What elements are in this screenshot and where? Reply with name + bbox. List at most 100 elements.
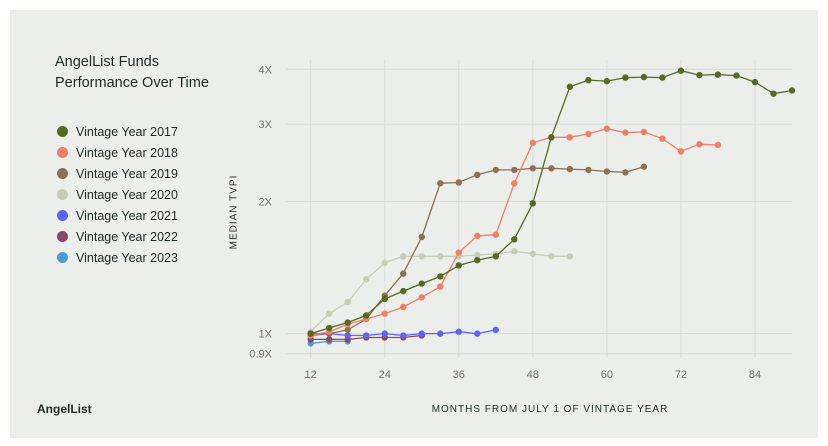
vintage-year-2020-point [511,248,518,255]
legend-label: Vintage Year 2020 [76,187,178,202]
legend: Vintage Year 2017 Vintage Year 2018 Vintag… [57,121,178,268]
vintage-year-2022-point [325,336,333,343]
vintage-year-2019-point [511,166,518,174]
legend-swatch [57,168,68,179]
vintage-year-2018-point [455,249,462,256]
brand-logo-text: AngelList [37,402,92,416]
vintage-year-2018-point [714,141,722,149]
vintage-year-2021-point [474,330,481,337]
vintage-year-2017-point [492,253,500,260]
vintage-year-2020-point [344,298,351,306]
y-tick-label: 2X [259,196,273,208]
x-tick-label: 36 [453,369,465,381]
vintage-year-2018-point [603,125,611,132]
legend-item: Vintage Year 2022 [57,226,178,247]
vintage-year-2017-point [603,77,611,85]
vintage-year-2017-point [381,295,388,303]
chart-card [10,10,818,438]
vintage-year-2020-line [310,250,570,333]
vintage-year-2018-point [381,310,388,317]
vintage-year-2018-point [511,180,518,187]
legend-item: Vintage Year 2021 [57,205,178,226]
vintage-year-2019-point [566,165,574,173]
vintage-year-2017-point [770,90,777,97]
vintage-year-2018-point [566,134,574,141]
vintage-year-2019-point [492,166,500,174]
vintage-year-2017-point [455,262,462,269]
x-tick-label: 48 [527,369,539,381]
vintage-year-2017-point [325,324,333,332]
y-tick-label: 1X [259,329,273,341]
x-tick-label: 24 [379,369,391,381]
vintage-year-2017-point [696,71,703,79]
vintage-year-2017-point [751,78,759,86]
vintage-year-2017-point [788,87,796,94]
vintage-year-2017-point [511,236,518,243]
vintage-year-2021-point [400,332,407,339]
vintage-year-2019-point [529,165,537,172]
vintage-year-2019-line [310,166,645,335]
vintage-year-2018-point [659,135,666,142]
legend-swatch [57,210,68,221]
vintage-year-2017-point [640,73,648,81]
vintage-year-2017-point [344,319,351,326]
y-tick-label: 0.9X [249,349,272,361]
vintage-year-2021-point [455,328,462,335]
vintage-year-2020-point [363,276,370,283]
vintage-year-2018-point [418,294,425,301]
vintage-year-2018-point [437,283,444,290]
x-tick-label: 12 [305,369,317,381]
x-tick-label: 60 [601,369,613,381]
legend-swatch [57,189,68,200]
vintage-year-2017-point [548,134,555,141]
vintage-year-2019-point [437,180,444,187]
vintage-year-2017-point [437,273,444,280]
vintage-year-2017-point [659,74,666,81]
legend-label: Vintage Year 2021 [76,208,178,223]
legend-item: Vintage Year 2019 [57,163,178,184]
vintage-year-2021-point [437,330,444,337]
x-axis-label: MONTHS FROM JULY 1 OF VINTAGE YEAR [431,404,669,415]
vintage-year-2019-point [585,166,592,174]
vintage-year-2019-point [474,171,481,179]
vintage-year-2020-point [474,251,481,259]
vintage-year-2020-point [548,253,555,260]
legend-swatch [57,252,68,263]
legend-label: Vintage Year 2022 [76,229,178,244]
vintage-year-2019-point [622,169,629,176]
vintage-year-2017-point [714,71,722,78]
vintage-year-2018-point [529,139,537,147]
vintage-year-2017-point [585,76,592,84]
legend-swatch [57,126,68,137]
vintage-year-2019-point [455,179,462,186]
vintage-year-2021-point [344,332,351,339]
vintage-year-2020-point [566,253,574,260]
vintage-year-2018-point [677,148,685,155]
vintage-year-2020-point [381,259,388,266]
vintage-year-2017-point [363,312,370,319]
legend-label: Vintage Year 2018 [76,145,178,160]
vintage-year-2019-point [400,270,407,277]
legend-label: Vintage Year 2019 [76,166,178,181]
vintage-year-2020-point [437,253,444,260]
legend-item: Vintage Year 2020 [57,184,178,205]
x-tick-label: 84 [749,369,761,381]
vintage-year-2019-point [603,168,611,175]
legend-item: Vintage Year 2018 [57,142,178,163]
vintage-year-2017-point [733,72,740,79]
legend-label: Vintage Year 2023 [76,250,178,265]
legend-swatch [57,231,68,242]
vintage-year-2018-point [492,231,500,238]
vintage-year-2018-point [696,141,703,148]
legend-item: Vintage Year 2023 [57,247,178,268]
vintage-year-2018-point [474,232,481,240]
vintage-year-2018-point [585,130,592,138]
vintage-year-2017-point [307,330,314,337]
vintage-year-2017-point [622,74,629,81]
vintage-year-2018-point [400,303,407,311]
vintage-year-2020-point [325,310,333,317]
y-tick-label: 4X [259,64,273,76]
vintage-year-2021-point [381,330,388,337]
legend-label: Vintage Year 2017 [76,124,178,139]
vintage-year-2017-point [677,67,685,74]
